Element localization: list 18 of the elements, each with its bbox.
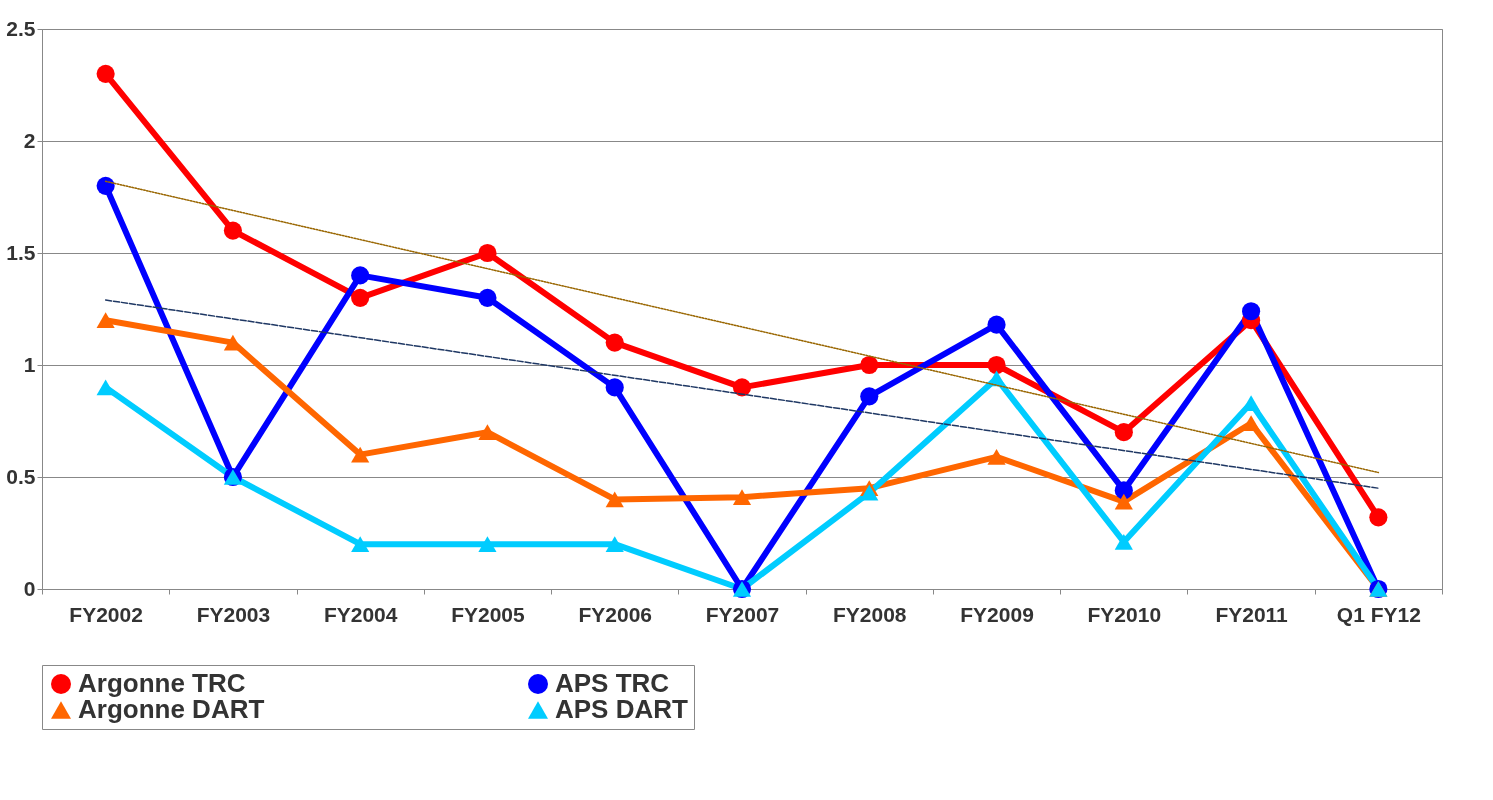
y-tick-label: 2 [23, 128, 36, 152]
y-tick-label: 1.5 [6, 240, 36, 264]
x-tick-label: FY2006 [578, 602, 653, 626]
y-tick-label: 0.5 [6, 464, 36, 488]
x-tick-label: Q1 FY12 [1336, 602, 1421, 626]
x-tick-label: FY2002 [69, 602, 143, 626]
x-tick-label: FY2008 [832, 602, 907, 626]
y-tick-label: 1 [23, 352, 36, 376]
x-tick-label: FY2009 [960, 602, 1034, 626]
y-tick-label: 2.5 [6, 16, 36, 40]
x-tick-label: FY2007 [705, 602, 780, 626]
x-tick-label: FY2010 [1087, 602, 1162, 626]
x-tick-label: FY2004 [323, 602, 398, 626]
y-tick-label: 0 [23, 576, 36, 600]
x-tick-label: FY2011 [1215, 602, 1289, 626]
legend-label: Argonne TRC [78, 668, 246, 698]
x-tick-label: FY2003 [196, 602, 271, 626]
x-tick-label: FY2005 [451, 602, 526, 626]
